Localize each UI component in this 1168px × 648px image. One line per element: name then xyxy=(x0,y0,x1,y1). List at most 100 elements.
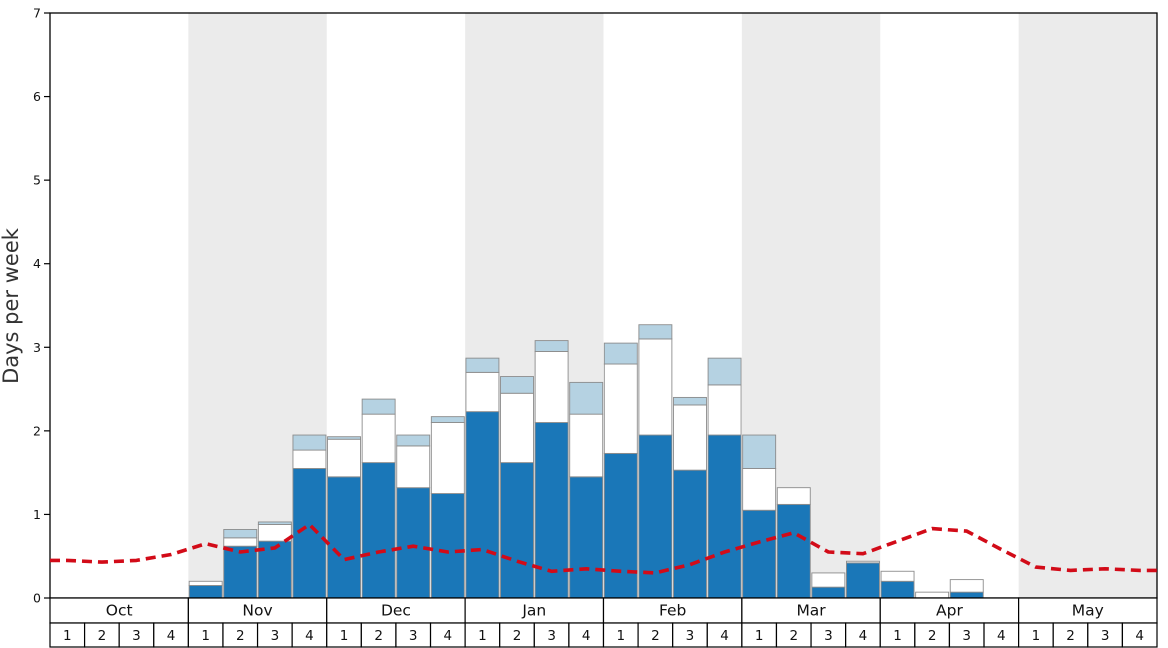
month-cell-jan xyxy=(464,597,605,624)
week-label: 4 xyxy=(167,628,176,644)
week-cell xyxy=(291,622,328,648)
bar-segment-dark-blue-days xyxy=(673,469,707,599)
bar-segment-dark-blue-days xyxy=(430,493,465,599)
bar-segment-dark-blue-days xyxy=(707,434,742,599)
bar-segment-white-days xyxy=(707,384,742,436)
week-cell xyxy=(429,622,466,648)
week-cell xyxy=(1052,622,1089,648)
y-tick-label: 5 xyxy=(33,173,41,188)
week-label: 4 xyxy=(997,628,1006,644)
week-cell xyxy=(1087,622,1124,648)
week-label: 3 xyxy=(686,628,695,644)
bar-segment-white-days xyxy=(603,363,638,454)
week-label: 2 xyxy=(374,628,383,644)
bar-segment-white-days xyxy=(534,351,569,423)
week-label: 2 xyxy=(236,628,245,644)
month-label-may: May xyxy=(1072,602,1104,620)
week-label: 4 xyxy=(582,628,591,644)
month-label-mar: Mar xyxy=(796,602,826,620)
week-cell xyxy=(879,622,916,648)
bar-segment-light-blue-days xyxy=(707,357,742,386)
bar-segment-white-days xyxy=(673,404,707,471)
y-tick-label: 6 xyxy=(33,89,41,104)
bar-segment-light-blue-days xyxy=(603,342,638,365)
bar-segment-dark-blue-days xyxy=(188,585,223,599)
week-cell xyxy=(602,622,639,648)
week-cell xyxy=(845,622,881,648)
week-cell xyxy=(222,622,259,648)
week-cell xyxy=(49,622,86,648)
y-tick-label: 3 xyxy=(33,340,41,355)
y-axis-title: Days per week xyxy=(0,227,23,384)
week-cell xyxy=(775,622,812,648)
week-label: 1 xyxy=(755,628,764,644)
week-cell xyxy=(326,622,362,648)
month-label-dec: Dec xyxy=(381,602,411,620)
bar-segment-white-days xyxy=(465,371,500,413)
week-label: 4 xyxy=(444,628,453,644)
week-label: 1 xyxy=(201,628,210,644)
week-cell xyxy=(741,622,778,648)
stacked-bars xyxy=(188,324,984,599)
bar-segment-light-blue-days xyxy=(361,398,396,415)
bar-segment-dark-blue-days xyxy=(603,452,638,599)
bar-segment-white-days xyxy=(949,579,984,593)
bar-segment-dark-blue-days xyxy=(223,545,258,599)
week-label: 3 xyxy=(824,628,833,644)
week-label: 2 xyxy=(651,628,660,644)
week-label: 2 xyxy=(98,628,107,644)
bar-segment-light-blue-days xyxy=(742,434,777,469)
week-label: 1 xyxy=(1032,628,1041,644)
month-label-apr: Apr xyxy=(936,602,963,620)
week-label: 1 xyxy=(340,628,349,644)
bar-segment-white-days xyxy=(776,487,811,505)
week-label: 3 xyxy=(962,628,971,644)
week-label: 3 xyxy=(547,628,556,644)
y-tick-label: 0 xyxy=(33,591,41,606)
bar-segment-white-days xyxy=(742,468,777,511)
week-cell xyxy=(118,622,155,648)
week-label: 2 xyxy=(513,628,522,644)
week-label: 2 xyxy=(789,628,798,644)
week-cell xyxy=(672,622,708,648)
bar-segment-white-days xyxy=(638,338,673,436)
y-tick-label: 2 xyxy=(33,423,41,438)
week-label: 3 xyxy=(1101,628,1110,644)
week-label: 1 xyxy=(63,628,72,644)
bar-segment-white-days xyxy=(188,580,223,586)
week-label: 4 xyxy=(720,628,729,644)
month-band-may xyxy=(1018,13,1157,598)
bar-segment-dark-blue-days xyxy=(292,468,327,599)
week-label: 3 xyxy=(271,628,280,644)
bar-segment-light-blue-days xyxy=(534,340,569,352)
week-label: 3 xyxy=(409,628,418,644)
y-tick-label: 1 xyxy=(33,507,41,522)
bar-segment-white-days xyxy=(292,449,327,469)
month-bands xyxy=(188,13,1157,598)
month-cell-may xyxy=(1018,597,1158,624)
week-label: 3 xyxy=(132,628,141,644)
month-cell-dec xyxy=(326,597,466,624)
month-label-oct: Oct xyxy=(106,602,133,620)
bar-segment-dark-blue-days xyxy=(742,509,777,599)
bar-segment-light-blue-days xyxy=(638,324,673,340)
red-dashed-line xyxy=(50,522,1157,575)
bar-segment-white-days xyxy=(880,570,915,582)
bar-segment-white-days xyxy=(569,413,604,478)
week-label: 1 xyxy=(893,628,902,644)
y-tick-label: 4 xyxy=(33,256,41,271)
week-cell xyxy=(948,622,985,648)
bar-segment-light-blue-days xyxy=(327,436,361,440)
month-label-feb: Feb xyxy=(659,602,686,620)
bar-segment-light-blue-days xyxy=(500,376,534,394)
bar-segment-light-blue-days xyxy=(257,521,292,525)
bar-segment-dark-blue-days xyxy=(396,487,431,599)
month-label-jan: Jan xyxy=(521,602,546,620)
bar-segment-light-blue-days xyxy=(292,434,327,451)
month-label-nov: Nov xyxy=(242,602,272,620)
bar-segment-white-days xyxy=(500,392,534,464)
bar-segment-white-days xyxy=(396,445,431,489)
week-cell xyxy=(1018,622,1054,648)
month-axis-row: Oct Nov Dec Jan Feb Mar Apr May xyxy=(49,597,1158,624)
